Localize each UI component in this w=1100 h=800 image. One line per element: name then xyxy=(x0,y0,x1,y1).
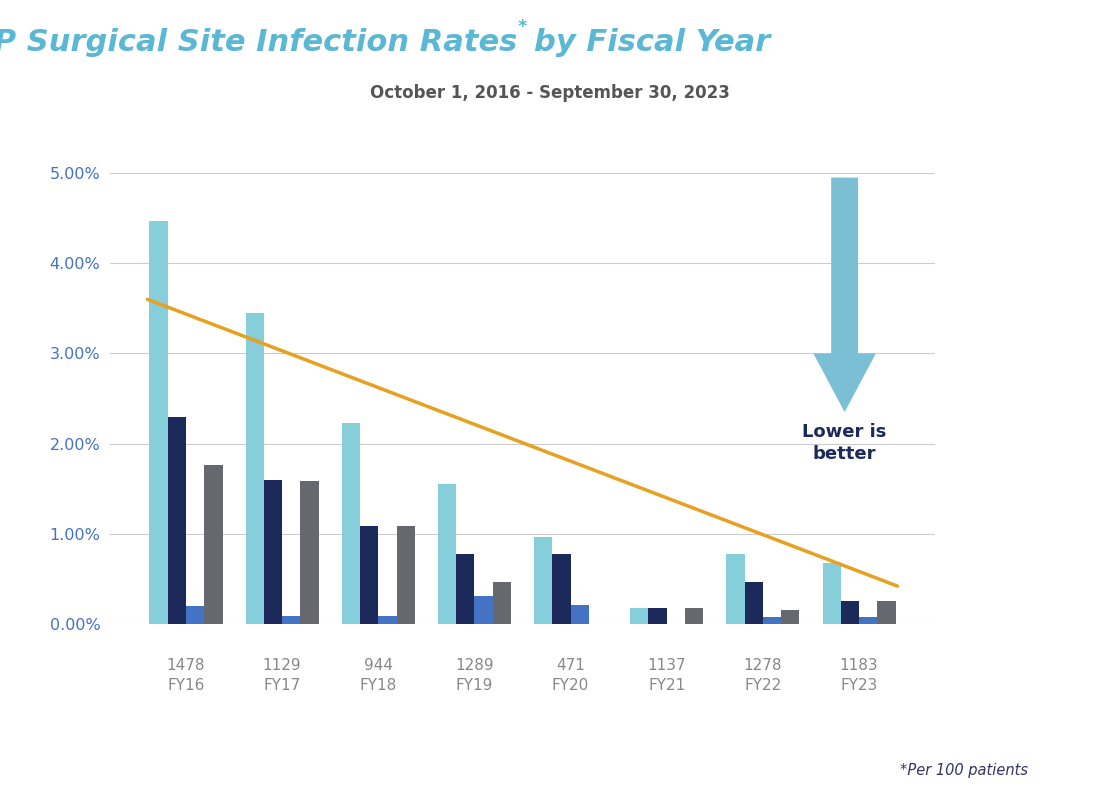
Bar xyxy=(474,596,493,624)
Bar xyxy=(878,602,895,624)
Bar xyxy=(438,484,456,624)
Text: NSQIP Surgical Site Infection Rates: NSQIP Surgical Site Infection Rates xyxy=(0,28,517,57)
Bar xyxy=(745,582,763,624)
Bar xyxy=(493,582,512,624)
Text: FY22: FY22 xyxy=(745,678,781,693)
Bar xyxy=(840,602,859,624)
Bar xyxy=(456,554,474,624)
Bar xyxy=(360,526,378,624)
Bar xyxy=(167,417,186,624)
Polygon shape xyxy=(813,178,876,412)
Bar xyxy=(186,606,205,624)
Bar xyxy=(150,221,167,624)
Text: October 1, 2016 - September 30, 2023: October 1, 2016 - September 30, 2023 xyxy=(370,84,730,102)
Text: 1183: 1183 xyxy=(839,658,879,674)
Bar xyxy=(245,313,264,624)
Bar xyxy=(763,617,781,624)
Text: FY17: FY17 xyxy=(264,678,300,693)
Text: 1278: 1278 xyxy=(744,658,782,674)
Bar xyxy=(571,605,588,624)
Bar xyxy=(378,616,396,624)
Text: *Per 100 patients: *Per 100 patients xyxy=(901,762,1028,778)
Text: 944: 944 xyxy=(364,658,393,674)
Bar xyxy=(823,562,840,624)
Bar xyxy=(282,616,300,624)
Text: 471: 471 xyxy=(557,658,585,674)
Bar xyxy=(630,608,649,624)
Text: 1289: 1289 xyxy=(455,658,494,674)
Bar xyxy=(552,554,571,624)
Bar xyxy=(300,481,319,624)
Text: FY21: FY21 xyxy=(648,678,685,693)
Bar xyxy=(726,554,745,624)
Text: FY23: FY23 xyxy=(840,678,878,693)
Text: Lower is
better: Lower is better xyxy=(802,423,887,463)
Bar xyxy=(205,466,222,624)
Text: FY20: FY20 xyxy=(552,678,590,693)
Bar xyxy=(396,526,415,624)
Bar xyxy=(534,537,552,624)
Bar xyxy=(649,608,667,624)
Text: 1478: 1478 xyxy=(167,658,206,674)
Bar xyxy=(264,480,282,624)
Text: FY19: FY19 xyxy=(455,678,493,693)
Text: 1129: 1129 xyxy=(263,658,301,674)
Bar xyxy=(859,617,878,624)
Text: FY16: FY16 xyxy=(167,678,205,693)
Text: 1137: 1137 xyxy=(648,658,686,674)
Text: *: * xyxy=(518,18,528,35)
Bar xyxy=(342,423,360,624)
Text: FY18: FY18 xyxy=(360,678,397,693)
Text: by Fiscal Year: by Fiscal Year xyxy=(534,28,770,57)
Bar xyxy=(781,610,800,624)
Bar xyxy=(685,608,703,624)
